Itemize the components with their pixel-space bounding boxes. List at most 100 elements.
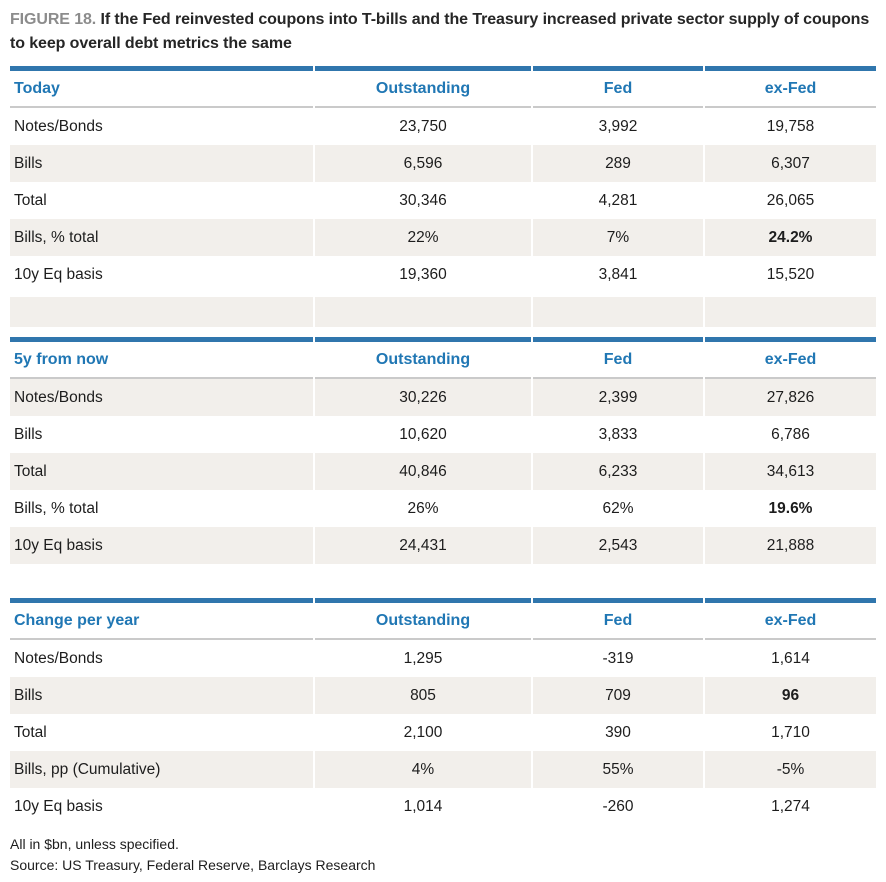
cell-exfed: 27,826	[705, 379, 876, 416]
cell-exfed: 6,786	[705, 416, 876, 453]
cell-exfed: 19.6%	[705, 490, 876, 527]
cell-outstanding: 1,295	[315, 640, 531, 677]
cell-fed: 289	[533, 145, 703, 182]
cell-exfed: 24.2%	[705, 219, 876, 256]
cell-fed: 709	[533, 677, 703, 714]
cell-exfed: 21,888	[705, 527, 876, 564]
cell-outstanding: 40,846	[315, 453, 531, 490]
table-title: Change per year	[10, 598, 313, 640]
table-row: 10y Eq basis 19,360 3,841 15,520	[10, 256, 876, 293]
table-header-row: 5y from now Outstanding Fed ex-Fed	[10, 337, 876, 379]
cell-fed: -319	[533, 640, 703, 677]
cell-outstanding: 22%	[315, 219, 531, 256]
table-header-row: Today Outstanding Fed ex-Fed	[10, 66, 876, 108]
row-label: Bills	[10, 677, 313, 714]
cell-fed: 3,841	[533, 256, 703, 293]
cell-outstanding: 24,431	[315, 527, 531, 564]
cell-exfed: 26,065	[705, 182, 876, 219]
table-row: Bills, pp (Cumulative) 4% 55% -5%	[10, 751, 876, 788]
table-row: 10y Eq basis 24,431 2,543 21,888	[10, 527, 876, 564]
row-label: Total	[10, 714, 313, 751]
cell-outstanding: 6,596	[315, 145, 531, 182]
table-row: Total 40,846 6,233 34,613	[10, 453, 876, 490]
footnote-units: All in $bn, unless specified.	[10, 836, 179, 852]
cell-exfed: 1,710	[705, 714, 876, 751]
cell-fed: -260	[533, 788, 703, 825]
table-row: Notes/Bonds 30,226 2,399 27,826	[10, 379, 876, 416]
column-header-outstanding: Outstanding	[315, 337, 531, 379]
table-header-row: Change per year Outstanding Fed ex-Fed	[10, 598, 876, 640]
row-label: Notes/Bonds	[10, 379, 313, 416]
empty-spacer-row	[10, 297, 876, 327]
table-row: Bills 6,596 289 6,307	[10, 145, 876, 182]
cell-exfed: -5%	[705, 751, 876, 788]
row-label: Total	[10, 453, 313, 490]
cell-outstanding: 30,226	[315, 379, 531, 416]
column-header-fed: Fed	[533, 337, 703, 379]
cell-outstanding: 1,014	[315, 788, 531, 825]
row-label: 10y Eq basis	[10, 256, 313, 293]
table-row: Total 30,346 4,281 26,065	[10, 182, 876, 219]
figure-title: FIGURE 18. If the Fed reinvested coupons…	[10, 8, 876, 56]
cell-outstanding: 30,346	[315, 182, 531, 219]
table-row: 10y Eq basis 1,014 -260 1,274	[10, 788, 876, 825]
row-label: Bills, % total	[10, 490, 313, 527]
cell-fed: 2,399	[533, 379, 703, 416]
cell-outstanding: 4%	[315, 751, 531, 788]
table-title: Today	[10, 66, 313, 108]
cell-outstanding: 10,620	[315, 416, 531, 453]
cell-exfed: 15,520	[705, 256, 876, 293]
row-label: Total	[10, 182, 313, 219]
table-row: Bills 805 709 96	[10, 677, 876, 714]
column-header-fed: Fed	[533, 598, 703, 640]
row-label: Bills, pp (Cumulative)	[10, 751, 313, 788]
cell-fed: 4,281	[533, 182, 703, 219]
table-row: Total 2,100 390 1,710	[10, 714, 876, 751]
row-label: Notes/Bonds	[10, 640, 313, 677]
cell-fed: 390	[533, 714, 703, 751]
cell-outstanding: 26%	[315, 490, 531, 527]
table-today: Today Outstanding Fed ex-Fed Notes/Bonds…	[10, 66, 876, 327]
table-row: Notes/Bonds 23,750 3,992 19,758	[10, 108, 876, 145]
cell-fed: 3,992	[533, 108, 703, 145]
cell-exfed: 1,274	[705, 788, 876, 825]
table-5y-from-now: 5y from now Outstanding Fed ex-Fed Notes…	[10, 337, 876, 564]
cell-fed: 2,543	[533, 527, 703, 564]
cell-fed: 62%	[533, 490, 703, 527]
cell-outstanding: 805	[315, 677, 531, 714]
cell-exfed: 6,307	[705, 145, 876, 182]
cell-fed: 55%	[533, 751, 703, 788]
column-header-outstanding: Outstanding	[315, 598, 531, 640]
footnotes: All in $bn, unless specified. Source: US…	[10, 834, 876, 876]
footnote-source: Source: US Treasury, Federal Reserve, Ba…	[10, 857, 376, 873]
cell-outstanding: 19,360	[315, 256, 531, 293]
column-header-exfed: ex-Fed	[705, 66, 876, 108]
table-change-per-year: Change per year Outstanding Fed ex-Fed N…	[10, 598, 876, 825]
table-row: Bills, % total 26% 62% 19.6%	[10, 490, 876, 527]
cell-fed: 3,833	[533, 416, 703, 453]
row-label: Notes/Bonds	[10, 108, 313, 145]
figure-title-text: If the Fed reinvested coupons into T-bil…	[10, 11, 870, 52]
table-title: 5y from now	[10, 337, 313, 379]
cell-exfed: 1,614	[705, 640, 876, 677]
cell-outstanding: 2,100	[315, 714, 531, 751]
cell-exfed: 34,613	[705, 453, 876, 490]
column-header-outstanding: Outstanding	[315, 66, 531, 108]
cell-fed: 6,233	[533, 453, 703, 490]
row-label: Bills	[10, 416, 313, 453]
column-header-fed: Fed	[533, 66, 703, 108]
table-row: Bills, % total 22% 7% 24.2%	[10, 219, 876, 256]
cell-exfed: 96	[705, 677, 876, 714]
table-row: Bills 10,620 3,833 6,786	[10, 416, 876, 453]
column-header-exfed: ex-Fed	[705, 598, 876, 640]
cell-outstanding: 23,750	[315, 108, 531, 145]
cell-exfed: 19,758	[705, 108, 876, 145]
row-label: 10y Eq basis	[10, 527, 313, 564]
cell-fed: 7%	[533, 219, 703, 256]
table-row: Notes/Bonds 1,295 -319 1,614	[10, 640, 876, 677]
column-header-exfed: ex-Fed	[705, 337, 876, 379]
row-label: Bills	[10, 145, 313, 182]
row-label: 10y Eq basis	[10, 788, 313, 825]
figure-number-label: FIGURE 18.	[10, 11, 97, 28]
